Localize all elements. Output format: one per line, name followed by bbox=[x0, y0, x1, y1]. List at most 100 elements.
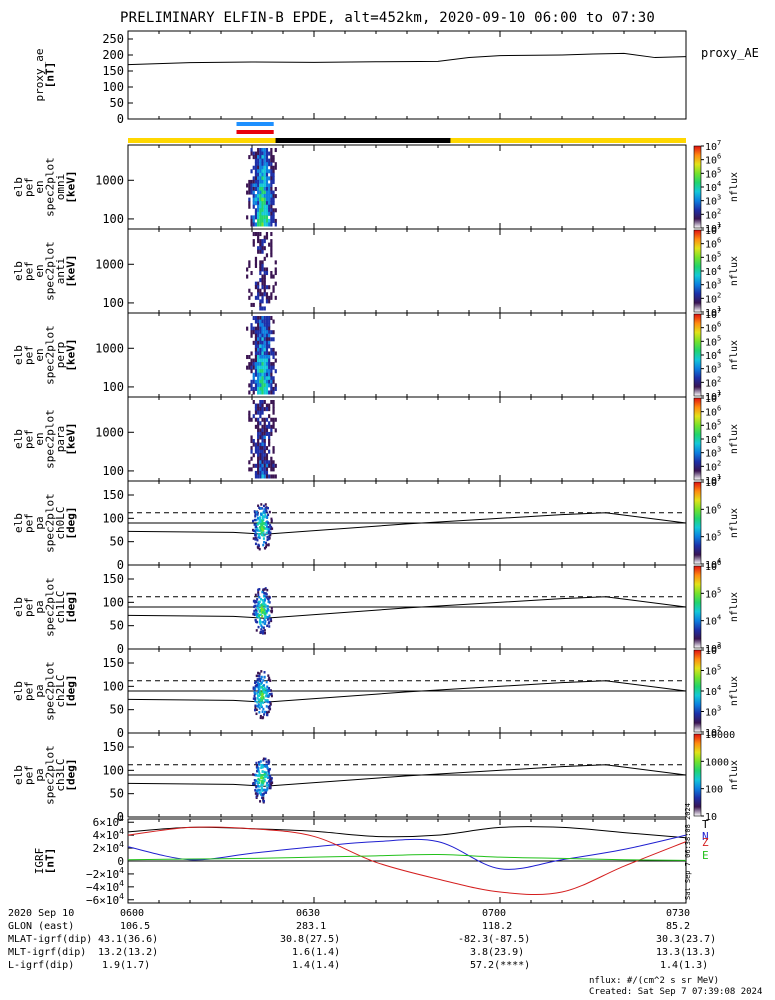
axis-label: para bbox=[54, 426, 67, 453]
spectrogram-cell bbox=[272, 288, 275, 293]
spectrogram-cell bbox=[268, 431, 271, 436]
spectrogram-cell bbox=[272, 194, 275, 199]
spectrogram-cell bbox=[257, 351, 260, 356]
spectrogram-cell bbox=[248, 288, 251, 293]
spectrogram-cell bbox=[259, 271, 262, 276]
spectrogram-cell bbox=[268, 222, 271, 227]
spectrogram-cell bbox=[257, 376, 260, 381]
spectrogram-cell bbox=[272, 417, 275, 422]
spectrogram-cell bbox=[265, 148, 269, 153]
spectrogram-cell bbox=[255, 708, 258, 712]
spectrogram-cell bbox=[265, 165, 269, 170]
spectrogram-cell bbox=[269, 524, 272, 527]
spectrogram-cell bbox=[254, 355, 258, 360]
spectrogram-cell bbox=[257, 602, 260, 605]
spectrogram-cell bbox=[270, 292, 273, 297]
spectrogram-cell bbox=[252, 600, 255, 603]
spectrogram-cell bbox=[250, 222, 253, 227]
spectrogram-cell bbox=[268, 407, 271, 412]
spectrogram-cell bbox=[259, 232, 262, 237]
spectrogram-cell bbox=[257, 148, 260, 153]
spectrogram-cell bbox=[255, 779, 258, 783]
spectrogram-cell bbox=[265, 775, 268, 778]
spectrogram-cell bbox=[265, 431, 269, 436]
spectrogram-cell bbox=[272, 460, 275, 465]
axis-label: elb bbox=[12, 261, 25, 281]
spectrogram-cell bbox=[263, 470, 266, 475]
spectrogram-cell bbox=[259, 263, 262, 268]
spectrogram-cell bbox=[255, 525, 258, 529]
spectrogram-cell bbox=[261, 204, 264, 209]
spectrogram-cell bbox=[262, 537, 265, 540]
spectrogram-cell bbox=[250, 435, 253, 440]
spectrogram-cell bbox=[261, 340, 264, 345]
spectrogram-cell bbox=[259, 249, 262, 254]
spectrogram-cell bbox=[257, 372, 260, 377]
spectrogram-cell bbox=[258, 707, 261, 710]
spectrogram-cell bbox=[267, 780, 270, 783]
spectrogram-cell bbox=[261, 267, 264, 272]
y-tick-label: 50 bbox=[110, 787, 124, 801]
spectrogram-cell bbox=[254, 593, 257, 597]
spectrogram-cell bbox=[263, 629, 266, 632]
spectrogram-cell bbox=[254, 442, 258, 447]
footer-value: 0630 bbox=[296, 908, 321, 919]
spectrogram-cell bbox=[274, 281, 277, 286]
spectrogram-cell bbox=[258, 521, 261, 524]
spectrogram-cell bbox=[250, 151, 253, 156]
spectrogram-cell bbox=[263, 510, 266, 514]
spectrogram-cell bbox=[260, 513, 263, 516]
spectrogram-cell bbox=[262, 757, 265, 761]
spectrogram-cell bbox=[248, 362, 251, 367]
spectrogram-cell bbox=[259, 190, 262, 195]
spectrogram-cell bbox=[261, 428, 264, 433]
spectrogram-cell bbox=[261, 162, 264, 167]
spectrogram-cell bbox=[259, 347, 262, 352]
spectrogram-cell bbox=[272, 158, 275, 163]
axis-label: proxy_ae bbox=[33, 49, 46, 102]
spectrogram-cell bbox=[265, 190, 269, 195]
spectrogram-cell bbox=[257, 319, 260, 324]
colorbar-label: nflux bbox=[729, 340, 740, 370]
spectrogram-cell bbox=[265, 417, 269, 422]
spectrogram-cell bbox=[263, 274, 266, 279]
spectrogram-cell bbox=[272, 410, 275, 415]
colorbar bbox=[693, 733, 702, 817]
spectrogram-cell bbox=[265, 705, 268, 708]
spectrogram-cell bbox=[252, 376, 255, 381]
spectrogram-cell bbox=[265, 204, 269, 209]
spectrogram-cell bbox=[263, 323, 266, 328]
y-tick-label: 150 bbox=[102, 740, 124, 754]
spectrogram-cell bbox=[261, 347, 264, 352]
spectrogram-cell bbox=[259, 260, 262, 265]
spectrogram-cell bbox=[257, 698, 260, 702]
spectrogram-cell bbox=[265, 369, 269, 374]
spectrogram-cell bbox=[261, 319, 264, 324]
footer-value: 30.8(27.5) bbox=[280, 934, 341, 945]
energy-panel bbox=[127, 228, 687, 314]
spectrogram-cell bbox=[261, 446, 264, 451]
spectrogram-cell bbox=[270, 431, 273, 436]
spectrogram-cell bbox=[257, 588, 260, 592]
spectrogram-cell bbox=[250, 379, 253, 384]
spectrogram-cell bbox=[250, 417, 253, 422]
spectrogram-cell bbox=[265, 789, 268, 792]
spectrogram-cell bbox=[265, 235, 269, 240]
axis-label: spec2plot bbox=[43, 241, 56, 301]
spectrogram-cell bbox=[260, 694, 263, 697]
spectrogram-cell bbox=[266, 688, 269, 692]
spectrogram-cell bbox=[261, 278, 264, 283]
spectrogram-cell bbox=[270, 777, 273, 780]
spectrogram-cell bbox=[257, 768, 260, 772]
y-tick-label: 1000 bbox=[95, 257, 124, 271]
spectrogram-cell bbox=[268, 169, 271, 174]
spectrogram-cell bbox=[265, 390, 269, 395]
spectrogram-cell bbox=[250, 383, 253, 388]
spectrogram-cell bbox=[263, 162, 266, 167]
y-tick-label: 0 bbox=[117, 558, 124, 572]
spectrogram-cell bbox=[256, 606, 259, 610]
spectrogram-cell bbox=[260, 531, 263, 535]
spectrogram-cell bbox=[268, 197, 271, 202]
spectrogram-cell bbox=[254, 512, 257, 516]
spectrogram-cell bbox=[270, 520, 273, 523]
